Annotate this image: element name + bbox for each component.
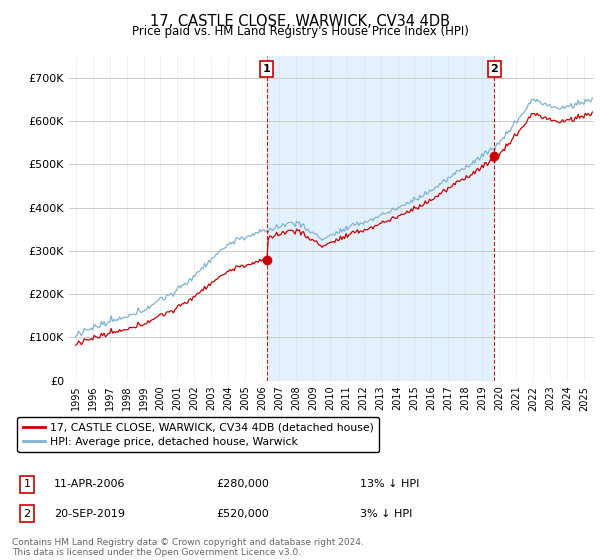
Text: £520,000: £520,000 (216, 508, 269, 519)
Text: 13% ↓ HPI: 13% ↓ HPI (360, 479, 419, 489)
Text: 2: 2 (491, 64, 498, 74)
Text: 1: 1 (23, 479, 31, 489)
Text: 1: 1 (263, 64, 271, 74)
Legend: 17, CASTLE CLOSE, WARWICK, CV34 4DB (detached house), HPI: Average price, detach: 17, CASTLE CLOSE, WARWICK, CV34 4DB (det… (17, 417, 379, 452)
Text: Price paid vs. HM Land Registry's House Price Index (HPI): Price paid vs. HM Land Registry's House … (131, 25, 469, 38)
Text: 20-SEP-2019: 20-SEP-2019 (54, 508, 125, 519)
Text: 17, CASTLE CLOSE, WARWICK, CV34 4DB: 17, CASTLE CLOSE, WARWICK, CV34 4DB (150, 14, 450, 29)
Text: Contains HM Land Registry data © Crown copyright and database right 2024.
This d: Contains HM Land Registry data © Crown c… (12, 538, 364, 557)
Text: 11-APR-2006: 11-APR-2006 (54, 479, 125, 489)
Text: 3% ↓ HPI: 3% ↓ HPI (360, 508, 412, 519)
Text: 2: 2 (23, 508, 31, 519)
Bar (267, 56, 494, 381)
Text: £280,000: £280,000 (216, 479, 269, 489)
